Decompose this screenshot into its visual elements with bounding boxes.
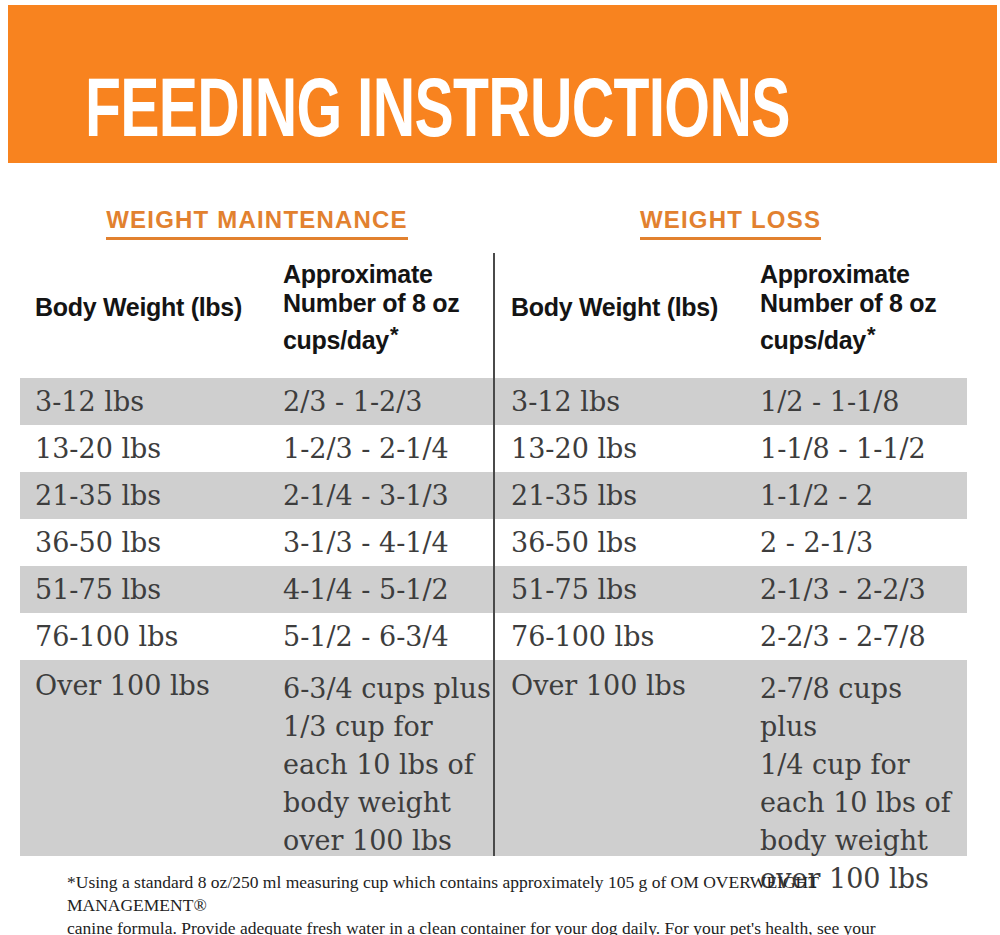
loss-cups-header: Approximate Number of 8 oz cups/day*: [760, 260, 967, 355]
cups-cell: 4-1/4 - 5-1/2: [283, 574, 494, 605]
loss-cups-header-line1: Approximate: [760, 260, 910, 288]
maintenance-cups-header-line2: Number of 8 oz: [283, 289, 459, 317]
banner: FEEDING INSTRUCTIONS: [8, 5, 997, 163]
weight-cell: 76-100 lbs: [20, 621, 283, 652]
loss-cups-header-line2: Number of 8 oz: [760, 289, 936, 317]
page-title: FEEDING INSTRUCTIONS: [85, 65, 790, 149]
cups-cell: 2 - 2-1/3: [760, 527, 967, 558]
cups-cell: 1/2 - 1-1/8: [760, 386, 967, 417]
section-title-weight-loss: WEIGHT LOSS: [640, 206, 821, 240]
cups-cell: 1-1/8 - 1-1/2: [760, 433, 967, 464]
cups-cell: 2/3 - 1-2/3: [283, 386, 494, 417]
weight-cell: 36-50 lbs: [494, 527, 760, 558]
cups-cell: 2-1/4 - 3-1/3: [283, 480, 494, 511]
cups-cell: 3-1/3 - 4-1/4: [283, 527, 494, 558]
cups-cell: 2-7/8 cups plus 1/4 cup for each 10 lbs …: [760, 670, 967, 898]
weight-cell: 21-35 lbs: [494, 480, 760, 511]
feeding-instructions-panel: FEEDING INSTRUCTIONS WEIGHT MAINTENANCE …: [0, 0, 1000, 935]
weight-cell: 21-35 lbs: [20, 480, 283, 511]
weight-cell: 51-75 lbs: [494, 574, 760, 605]
maintenance-cups-header: Approximate Number of 8 oz cups/day*: [283, 260, 494, 355]
maintenance-cups-header-line1: Approximate: [283, 260, 433, 288]
section-titles: WEIGHT MAINTENANCE WEIGHT LOSS: [20, 206, 967, 246]
maintenance-body-weight-header: Body Weight (lbs): [20, 293, 283, 322]
weight-cell: 51-75 lbs: [20, 574, 283, 605]
feeding-table: Body Weight (lbs) Approximate Number of …: [20, 253, 967, 856]
loss-cups-header-line3: cups/day: [760, 326, 866, 354]
footnote-asterisk: *: [390, 322, 398, 347]
cups-cell: 1-2/3 - 2-1/4: [283, 433, 494, 464]
weight-cell: 76-100 lbs: [494, 621, 760, 652]
weight-cell: 3-12 lbs: [20, 386, 283, 417]
section-title-weight-maintenance: WEIGHT MAINTENANCE: [106, 206, 408, 240]
weight-cell: 13-20 lbs: [20, 433, 283, 464]
cups-cell: 2-2/3 - 2-7/8: [760, 621, 967, 652]
cups-cell: 2-1/3 - 2-2/3: [760, 574, 967, 605]
footnote: *Using a standard 8 oz/250 ml measuring …: [67, 871, 947, 935]
maintenance-cups-header-line3: cups/day: [283, 326, 389, 354]
cups-cell: 6-3/4 cups plus 1/3 cup for each 10 lbs …: [283, 670, 494, 860]
weight-cell: 13-20 lbs: [494, 433, 760, 464]
table-divider: [493, 253, 495, 856]
weight-cell: 36-50 lbs: [20, 527, 283, 558]
footnote-asterisk: *: [867, 322, 875, 347]
weight-cell: Over 100 lbs: [20, 670, 283, 701]
loss-body-weight-header: Body Weight (lbs): [494, 293, 760, 322]
weight-cell: 3-12 lbs: [494, 386, 760, 417]
cups-cell: 1-1/2 - 2: [760, 480, 967, 511]
cups-cell: 5-1/2 - 6-3/4: [283, 621, 494, 652]
weight-cell: Over 100 lbs: [494, 670, 760, 701]
